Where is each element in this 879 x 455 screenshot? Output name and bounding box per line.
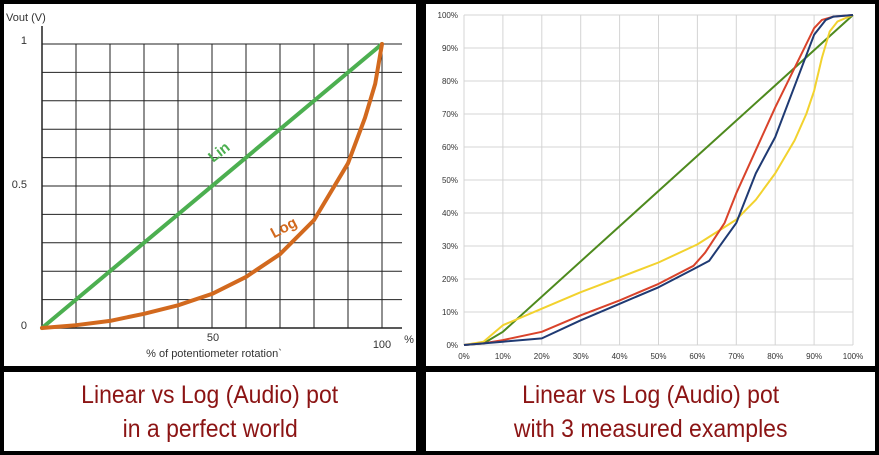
series-line-2	[463, 14, 854, 346]
y-tick-label: 20%	[442, 275, 458, 284]
y-tick-label: 10%	[442, 308, 458, 317]
y-tick-label: 40%	[442, 209, 458, 218]
lin-series-label: Lin	[205, 139, 233, 166]
x-tick-label: 100	[373, 339, 391, 351]
y-tick-label: 0%	[446, 341, 458, 350]
left-chart-panel: Vout (V) 1 0.5 0 50 100 % % of potentiom…	[4, 4, 416, 366]
right-caption-line-2: with 3 measured examples	[513, 414, 788, 443]
x-tick-label: 30%	[573, 352, 589, 361]
series-line-3	[463, 14, 854, 346]
left-caption: Linear vs Log (Audio) pot in a perfect w…	[4, 372, 416, 451]
y-tick-label: 100%	[438, 11, 458, 20]
x-tick-label: 50%	[650, 352, 666, 361]
y-tick-label: 70%	[442, 110, 458, 119]
series-line-4	[463, 14, 854, 346]
y-axis-title: Vout (V)	[6, 12, 46, 24]
x-tick-label: 60%	[689, 352, 705, 361]
x-tick-label: 70%	[728, 352, 744, 361]
y-tick-label: 50%	[442, 176, 458, 185]
x-tick-label: 0%	[458, 352, 470, 361]
y-tick-label: 0	[21, 320, 27, 332]
y-tick-label: 90%	[442, 44, 458, 53]
right-caption: Linear vs Log (Audio) pot with 3 measure…	[426, 372, 875, 451]
y-tick-label: 30%	[442, 242, 458, 251]
x-axis-title: % of potentiometer rotation`	[146, 348, 282, 360]
left-caption-line-1: Linear vs Log (Audio) pot	[81, 380, 339, 409]
x-tick-label: 80%	[767, 352, 783, 361]
x-tick-label: 10%	[495, 352, 511, 361]
y-tick-label: 1	[21, 35, 27, 47]
x-tick-label: 50	[207, 332, 219, 344]
series-line-lin	[40, 42, 384, 330]
y-tick-label: 80%	[442, 77, 458, 86]
right-chart-panel: 0% 10% 20% 30% 40% 50% 60% 70% 80% 90% 100% 0% 10% 2…	[426, 4, 875, 366]
y-tick-label: 0.5	[12, 179, 27, 191]
left-caption-line-2: in a perfect world	[122, 414, 298, 443]
right-chart: 0% 10% 20% 30% 40% 50% 60% 70% 80% 90% 100% 0% 10% 2…	[438, 11, 864, 361]
x-tick-label: 100%	[843, 352, 863, 361]
series-line-log	[40, 42, 384, 330]
y-tick-label: 60%	[442, 143, 458, 152]
x-tick-label: 90%	[806, 352, 822, 361]
x-unit-label: %	[404, 334, 414, 346]
x-tick-label: 20%	[534, 352, 550, 361]
left-chart: Vout (V) 1 0.5 0 50 100 % % of potentiom…	[6, 12, 414, 360]
x-tick-label: 40%	[612, 352, 628, 361]
right-caption-line-1: Linear vs Log (Audio) pot	[522, 380, 779, 409]
